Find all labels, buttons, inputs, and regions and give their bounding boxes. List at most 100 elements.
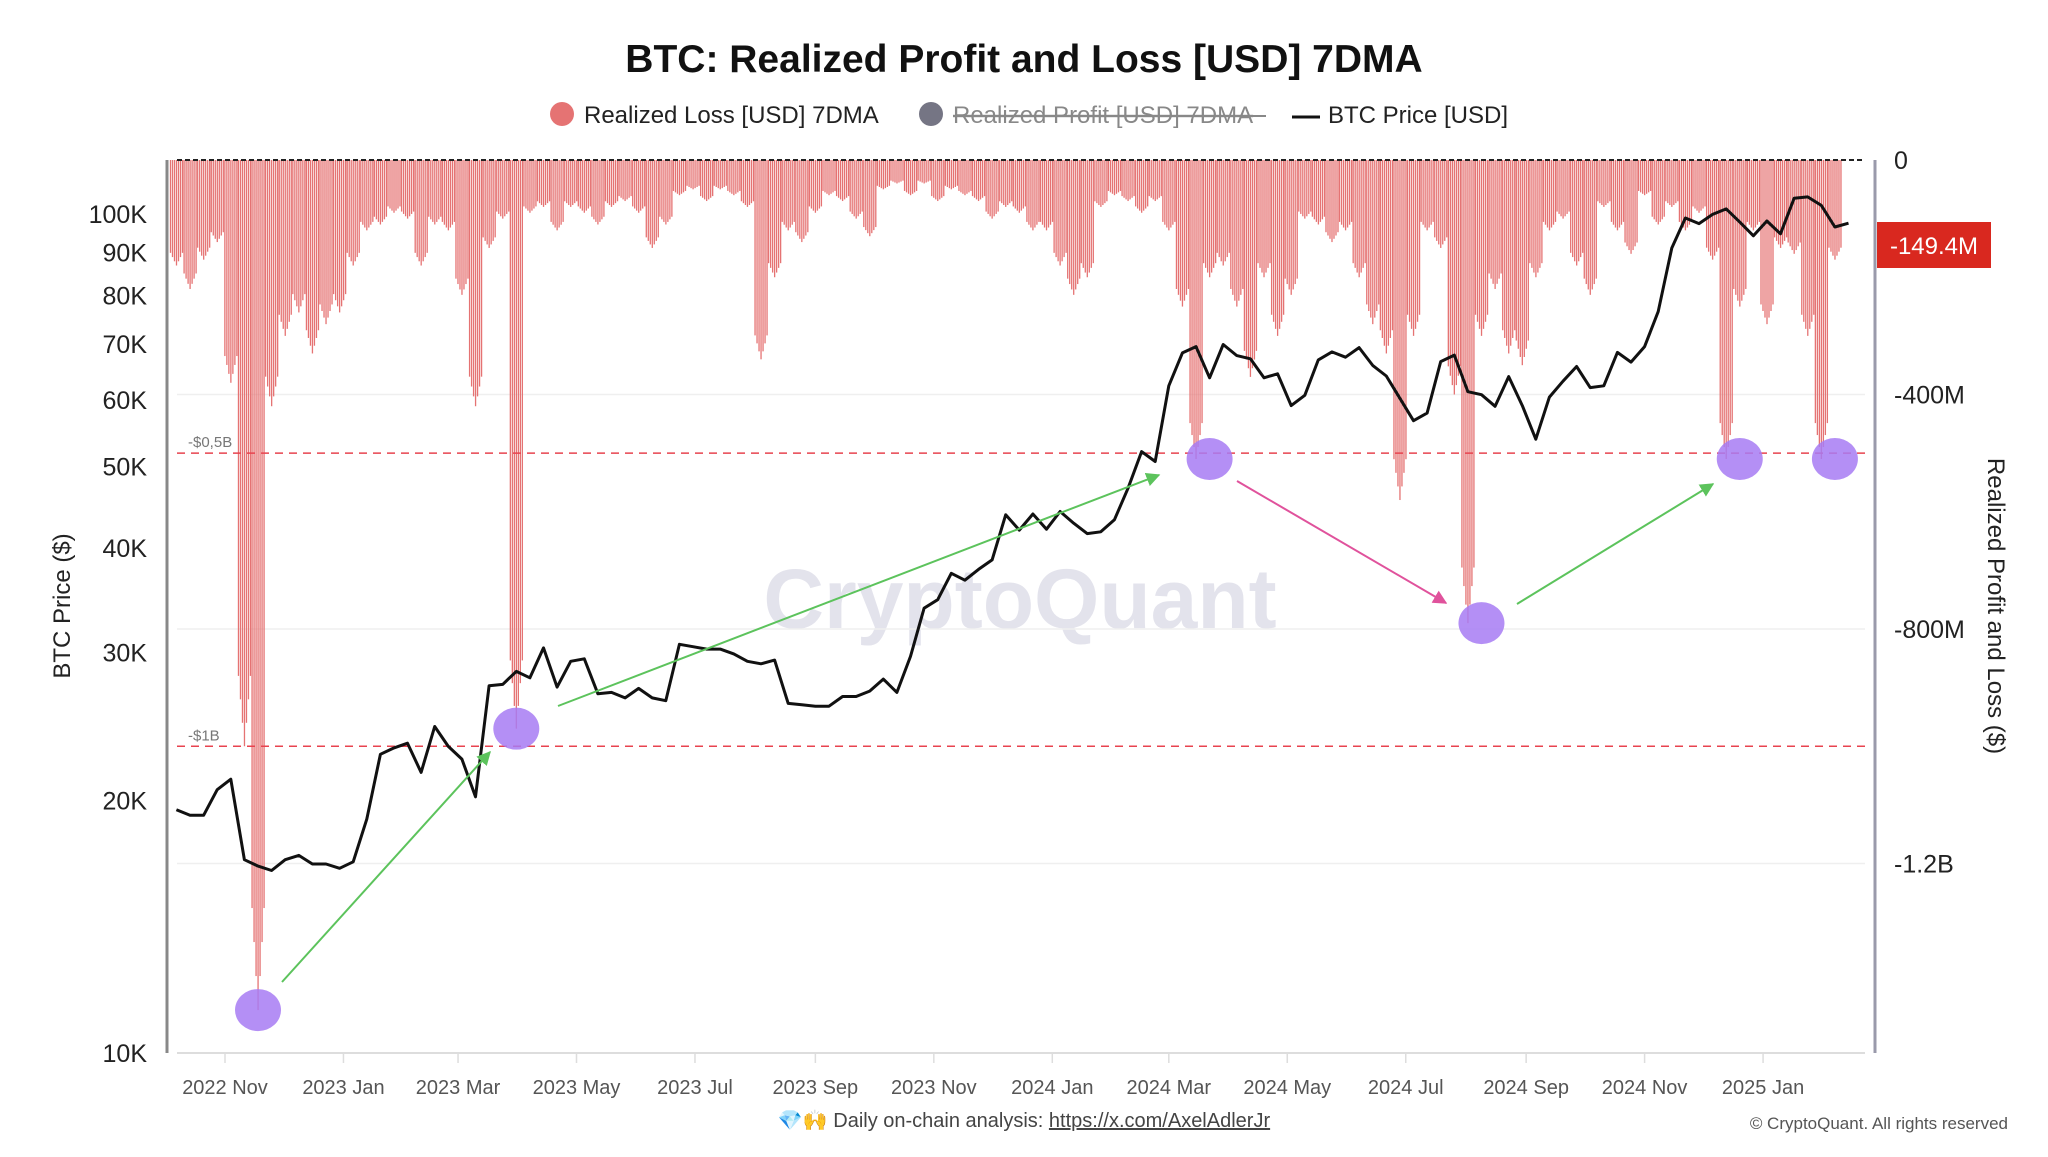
loss-bar xyxy=(1232,160,1234,295)
loss-bar xyxy=(1278,160,1281,329)
loss-bar xyxy=(803,160,805,239)
loss-bar xyxy=(1199,160,1201,436)
loss-bar xyxy=(171,160,174,258)
loss-bar xyxy=(1707,160,1710,252)
loss-bar xyxy=(1741,160,1743,301)
loss-bar xyxy=(1653,160,1655,220)
loss-bar xyxy=(1005,160,1007,207)
loss-bar xyxy=(696,160,698,187)
loss-bar xyxy=(644,160,646,207)
loss-bar xyxy=(1618,160,1621,228)
loss-bar xyxy=(698,160,700,186)
loss-bar xyxy=(1172,160,1174,225)
loss-bar xyxy=(478,160,481,387)
loss-bar xyxy=(1781,160,1784,245)
loss-bar xyxy=(999,160,1001,202)
loss-bar xyxy=(1527,160,1529,341)
loss-bar xyxy=(307,160,310,338)
right-tick-label: -400M xyxy=(1894,382,1965,410)
loss-bar xyxy=(1030,160,1032,228)
loss-bar xyxy=(841,160,844,202)
loss-bar xyxy=(875,160,877,228)
loss-bar xyxy=(1344,160,1347,231)
loss-bar xyxy=(1259,160,1261,268)
loss-bar xyxy=(746,160,749,207)
legend-item-realized-loss[interactable]: Realized Loss [USD] 7DMA xyxy=(550,102,879,129)
loss-bar xyxy=(688,160,690,187)
loss-bar xyxy=(1420,160,1422,222)
loss-bar xyxy=(1310,160,1312,212)
loss-bar xyxy=(713,160,715,186)
loss-bar xyxy=(1514,160,1516,331)
loss-bar xyxy=(1236,160,1238,307)
loss-bar xyxy=(1636,160,1638,243)
loss-bar xyxy=(835,160,838,197)
loss-bar xyxy=(1018,160,1020,213)
x-tick-label: 2023 Jan xyxy=(302,1077,384,1099)
loss-bar xyxy=(1263,160,1265,278)
loss-bar xyxy=(368,160,370,228)
left-tick-label: 90K xyxy=(103,239,148,267)
loss-bar xyxy=(769,160,772,268)
loss-bar xyxy=(657,160,659,238)
loss-bar xyxy=(1174,160,1176,222)
loss-bar xyxy=(249,160,252,676)
loss-bar xyxy=(1583,160,1585,279)
loss-bar xyxy=(1535,160,1537,278)
loss-bar xyxy=(1247,160,1250,369)
loss-bar xyxy=(1696,160,1698,211)
loss-bar xyxy=(525,160,527,209)
loss-bar xyxy=(1762,160,1764,312)
loss-bar xyxy=(451,160,454,225)
loss-bar xyxy=(286,160,288,329)
loss-bar xyxy=(1570,160,1572,253)
loss-bar xyxy=(651,160,653,248)
loss-bar xyxy=(1154,160,1156,202)
loss-bar xyxy=(443,160,446,225)
loss-bar xyxy=(552,160,554,225)
loss-bar xyxy=(1773,160,1776,238)
loss-bar xyxy=(884,160,887,189)
loss-bar xyxy=(667,160,669,222)
loss-bar xyxy=(723,160,725,187)
loss-bar xyxy=(508,160,510,212)
loss-bar xyxy=(1809,160,1811,329)
loss-bar xyxy=(869,160,871,237)
loss-bar xyxy=(649,160,651,245)
loss-bar xyxy=(628,160,630,198)
loss-bar xyxy=(1043,160,1046,228)
loss-bar xyxy=(1300,160,1302,214)
loss-bar xyxy=(1387,160,1390,346)
loss-bar xyxy=(1775,160,1778,241)
loss-bar xyxy=(1544,160,1547,225)
loss-bar xyxy=(618,160,620,197)
loss-bar xyxy=(366,160,368,231)
loss-bar xyxy=(1077,160,1079,285)
legend-item-btc-price[interactable]: BTC Price [USD] xyxy=(1292,102,1508,129)
loss-bar xyxy=(1711,160,1714,260)
loss-bar xyxy=(956,160,959,186)
highlight-circle xyxy=(235,989,282,1032)
loss-bar xyxy=(234,160,236,365)
loss-bar xyxy=(430,160,432,220)
highlight-circle xyxy=(493,707,540,750)
loss-bar xyxy=(1096,160,1098,204)
loss-bar xyxy=(362,160,364,225)
loss-bar xyxy=(886,160,889,187)
footer-link[interactable]: https://x.com/AxelAdlerJr xyxy=(1049,1110,1271,1132)
loss-bar xyxy=(1603,160,1605,207)
loss-bar xyxy=(1531,160,1533,268)
loss-bar xyxy=(572,160,574,206)
legend-swatch-realized-profit xyxy=(919,102,943,126)
loss-bar xyxy=(1700,160,1702,211)
loss-bar xyxy=(205,160,207,256)
loss-bar xyxy=(484,160,486,241)
loss-bar xyxy=(1208,160,1211,278)
loss-bar xyxy=(1705,160,1708,248)
loss-bar xyxy=(177,160,180,262)
loss-bar xyxy=(1580,160,1582,258)
loss-bar xyxy=(859,160,861,214)
loss-bar xyxy=(863,160,865,228)
loss-bar xyxy=(1337,160,1339,233)
legend-item-realized-profit[interactable]: Realized Profit [USD] 7DMA xyxy=(919,102,1266,129)
